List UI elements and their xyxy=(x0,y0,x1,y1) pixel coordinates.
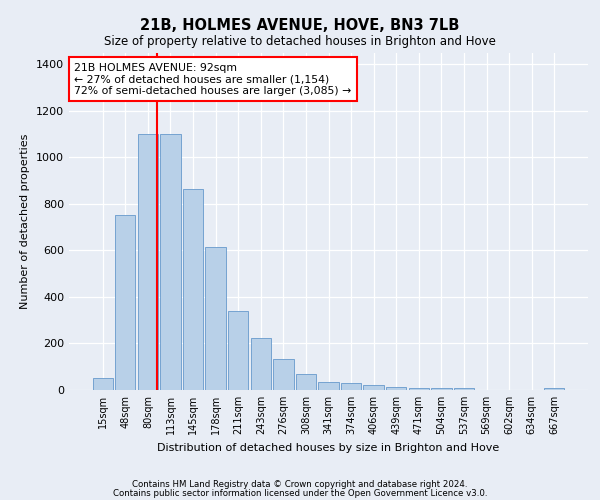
Bar xyxy=(296,374,316,390)
Bar xyxy=(454,388,474,390)
Bar xyxy=(92,378,113,390)
Bar xyxy=(341,383,361,390)
Text: Contains HM Land Registry data © Crown copyright and database right 2024.: Contains HM Land Registry data © Crown c… xyxy=(132,480,468,489)
Bar xyxy=(409,388,429,390)
Bar xyxy=(273,358,293,390)
Y-axis label: Number of detached properties: Number of detached properties xyxy=(20,134,31,309)
Text: 21B HOLMES AVENUE: 92sqm
← 27% of detached houses are smaller (1,154)
72% of sem: 21B HOLMES AVENUE: 92sqm ← 27% of detach… xyxy=(74,62,352,96)
Bar xyxy=(431,388,452,390)
Bar xyxy=(251,338,271,390)
Bar xyxy=(183,188,203,390)
Text: Size of property relative to detached houses in Brighton and Hove: Size of property relative to detached ho… xyxy=(104,35,496,48)
Bar xyxy=(160,134,181,390)
Bar xyxy=(386,387,406,390)
Bar xyxy=(544,388,565,390)
Text: 21B, HOLMES AVENUE, HOVE, BN3 7LB: 21B, HOLMES AVENUE, HOVE, BN3 7LB xyxy=(140,18,460,32)
Bar xyxy=(228,311,248,390)
Text: Contains public sector information licensed under the Open Government Licence v3: Contains public sector information licen… xyxy=(113,488,487,498)
Bar xyxy=(115,216,136,390)
Bar xyxy=(319,382,338,390)
Bar xyxy=(205,247,226,390)
Bar xyxy=(138,134,158,390)
X-axis label: Distribution of detached houses by size in Brighton and Hove: Distribution of detached houses by size … xyxy=(157,442,500,452)
Bar xyxy=(364,386,384,390)
